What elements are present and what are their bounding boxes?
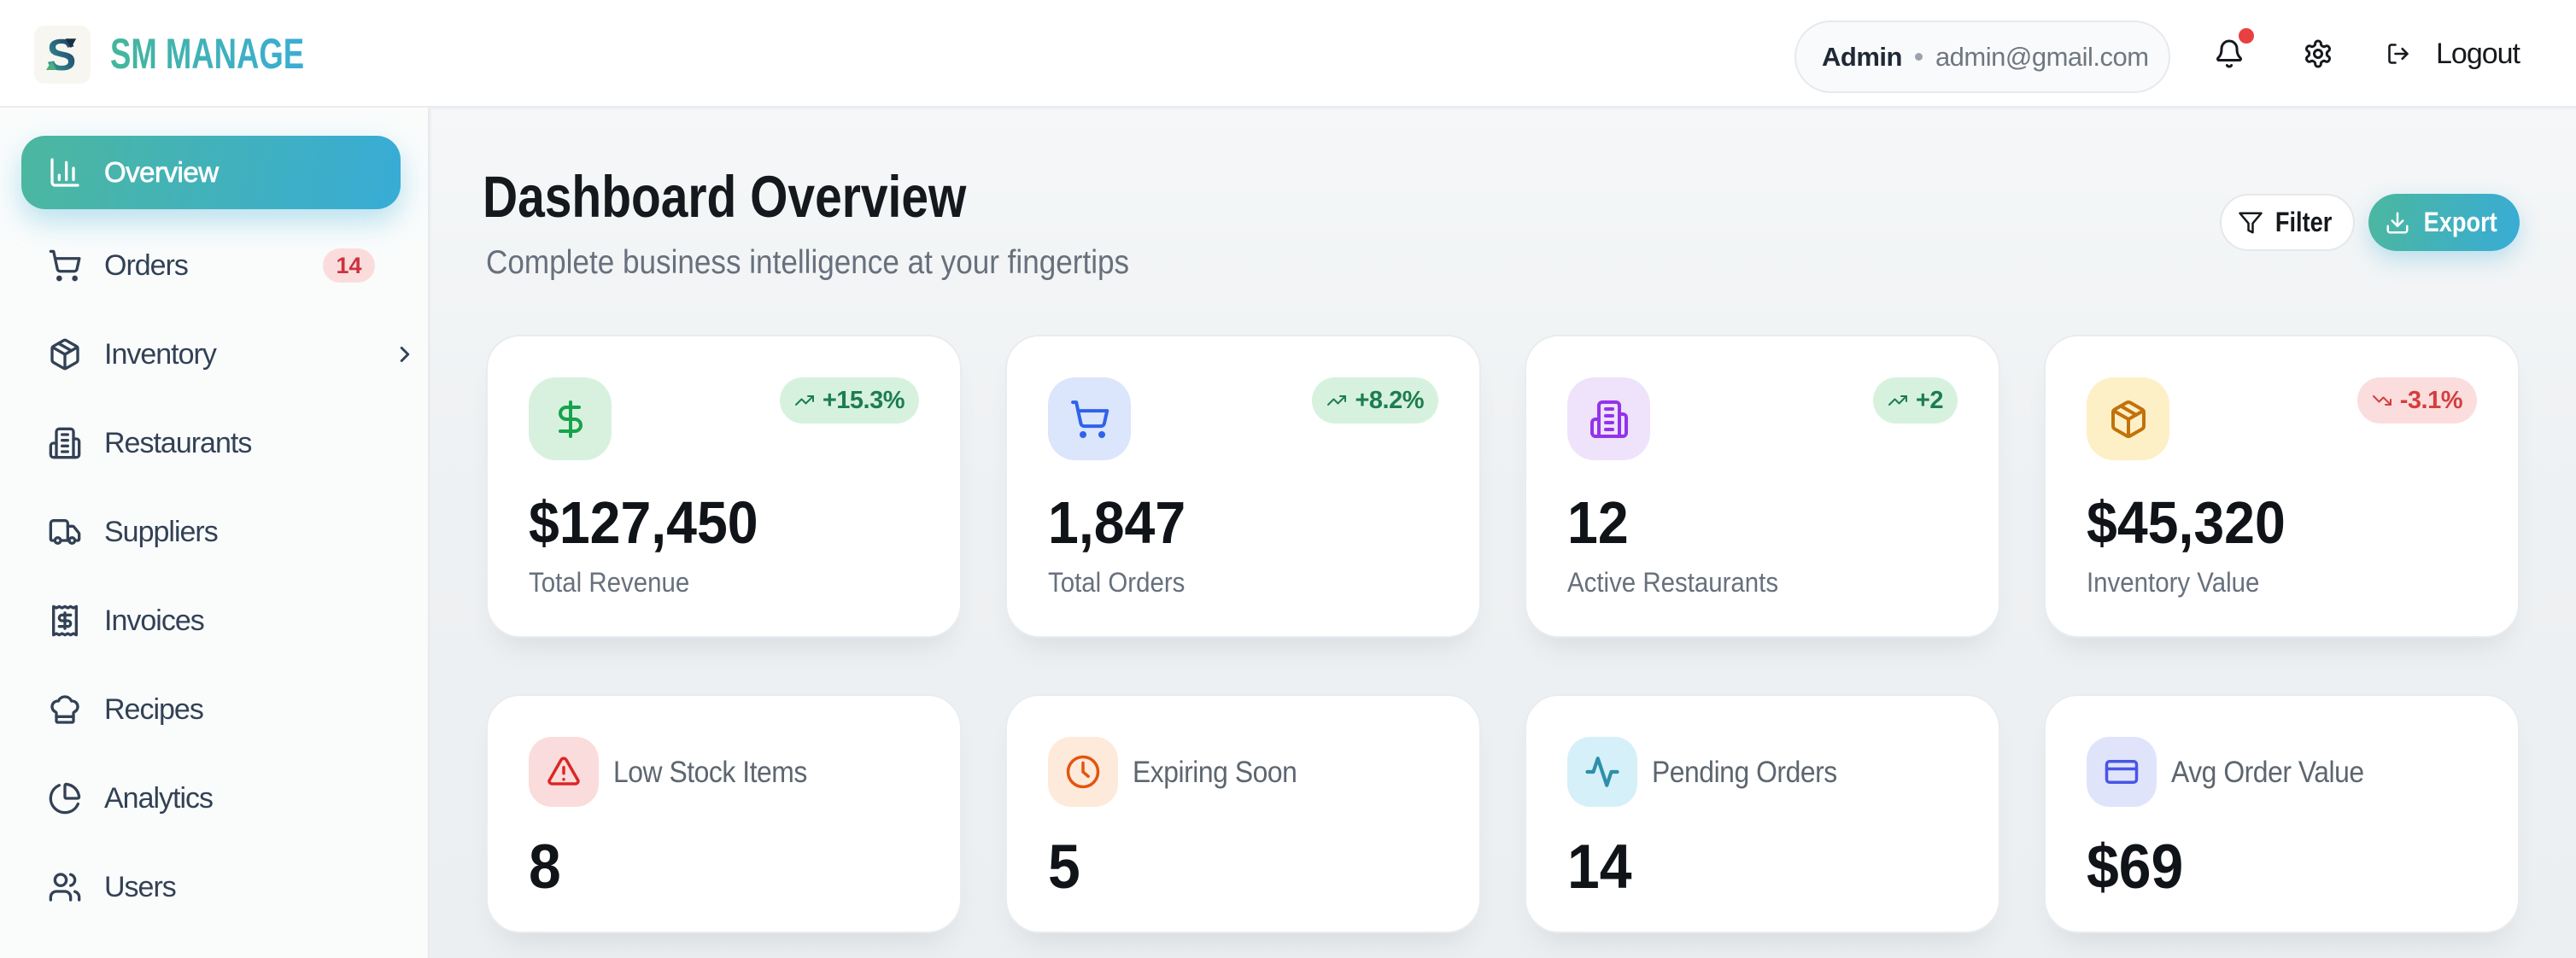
svg-text:S: S	[47, 31, 77, 80]
